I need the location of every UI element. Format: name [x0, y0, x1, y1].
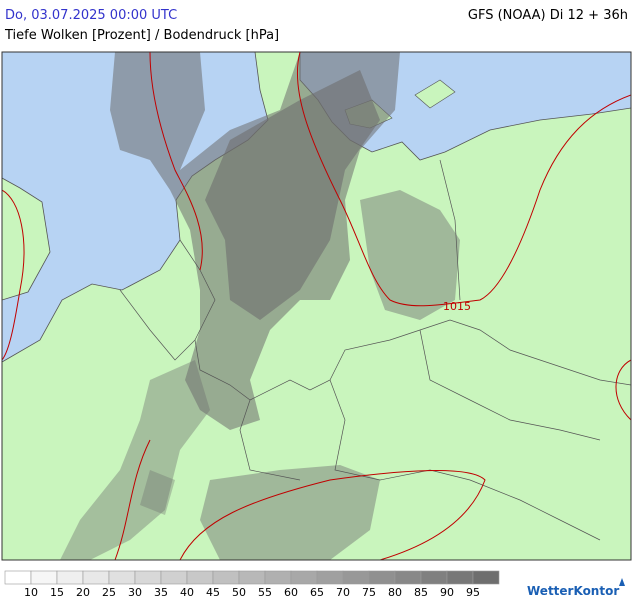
logo: WetterKontor [527, 578, 625, 598]
legend-swatch [30, 570, 58, 585]
legend-swatch [420, 570, 448, 585]
legend-swatch [212, 570, 240, 585]
legend-label: 55 [258, 586, 272, 599]
logo-icon [619, 578, 625, 586]
isobar-label: 1015 [443, 300, 471, 313]
legend-label: 60 [284, 586, 298, 599]
map: 1015 [1, 51, 632, 561]
legend-label: 10 [24, 586, 38, 599]
legend-swatch [134, 570, 162, 585]
borders [119, 159, 631, 541]
model-run: GFS (NOAA) Di 12 + 36h [468, 8, 628, 23]
legend-label: 65 [310, 586, 324, 599]
legend-label: 25 [102, 586, 116, 599]
legend-label: 95 [466, 586, 480, 599]
legend-label: 70 [336, 586, 350, 599]
legend-swatch [56, 570, 84, 585]
legend-swatch [342, 570, 370, 585]
legend-swatch [160, 570, 188, 585]
legend: 10 15 20 25 30 35 40 45 50 55 60 65 70 75 80 85 90 95 [4, 570, 500, 599]
legend-swatch [472, 570, 500, 585]
low-clouds [60, 52, 460, 560]
legend-label: 35 [154, 586, 168, 599]
legend-label: 80 [388, 586, 402, 599]
legend-swatch [108, 570, 136, 585]
legend-swatch [186, 570, 214, 585]
legend-label: 75 [362, 586, 376, 599]
legend-label: 85 [414, 586, 428, 599]
legend-swatch [394, 570, 422, 585]
legend-swatch [4, 570, 32, 585]
legend-label: 15 [50, 586, 64, 599]
legend-label: 90 [440, 586, 454, 599]
legend-swatch [290, 570, 318, 585]
logo-text: WetterKontor [527, 584, 619, 598]
isobars [2, 52, 631, 560]
map-frame [1, 51, 632, 561]
legend-swatch [446, 570, 474, 585]
legend-label: 30 [128, 586, 142, 599]
legend-swatch [316, 570, 344, 585]
island [414, 79, 456, 109]
legend-swatch [238, 570, 266, 585]
legend-label: 45 [206, 586, 220, 599]
subtitle: Tiefe Wolken [Prozent] / Bodendruck [hPa… [4, 28, 279, 43]
legend-label: 50 [232, 586, 246, 599]
legend-swatch [264, 570, 292, 585]
datetime: Do, 03.07.2025 00:00 UTC [5, 8, 177, 23]
legend-swatch [82, 570, 110, 585]
legend-label: 20 [76, 586, 90, 599]
legend-label: 40 [180, 586, 194, 599]
legend-swatch [368, 570, 396, 585]
